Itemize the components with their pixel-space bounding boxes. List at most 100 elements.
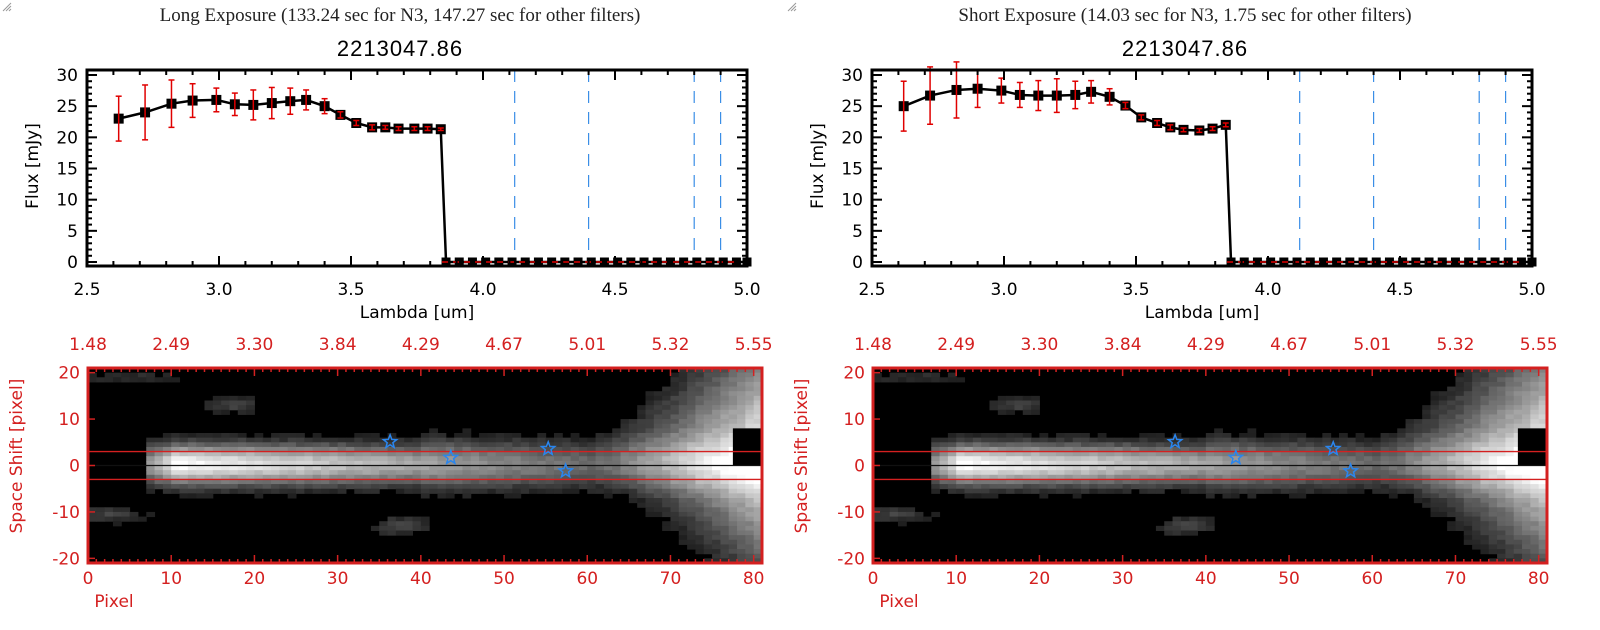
image-pixel xyxy=(1380,479,1390,485)
image-pixel xyxy=(395,451,405,457)
image-pixel xyxy=(989,437,999,443)
image-pixel xyxy=(687,437,696,443)
image-pixel xyxy=(420,525,430,531)
image-pixel xyxy=(487,488,497,494)
image-pixel xyxy=(537,456,547,462)
image-pixel xyxy=(1472,530,1481,536)
image-pixel xyxy=(906,511,916,518)
image-pixel xyxy=(1447,525,1456,531)
image-pixel xyxy=(1239,479,1248,485)
image-pixel xyxy=(196,442,205,448)
image-pixel xyxy=(1247,428,1257,434)
image-pixel xyxy=(753,419,763,425)
image-pixel xyxy=(653,479,663,485)
image-pixel xyxy=(1006,442,1015,448)
image-pixel xyxy=(462,484,472,490)
image-pixel xyxy=(931,446,941,453)
image-pixel xyxy=(146,456,156,462)
image-pixel xyxy=(1064,442,1074,448)
image-pixel xyxy=(337,474,347,480)
image-pixel xyxy=(1497,507,1506,513)
image-pixel xyxy=(279,470,289,476)
image-pixel xyxy=(1214,465,1223,471)
image-pixel xyxy=(287,474,297,480)
image-pixel xyxy=(337,451,347,457)
resize-handle-icon[interactable] xyxy=(785,0,797,12)
image-pixel xyxy=(1380,484,1390,490)
image-pixel xyxy=(737,558,746,564)
image-pixel xyxy=(1488,544,1498,550)
image-pixel xyxy=(922,372,932,378)
image-pixel xyxy=(1072,479,1082,485)
image-pixel xyxy=(1488,479,1498,485)
image-pixel xyxy=(1239,446,1248,453)
image-pixel xyxy=(678,493,688,499)
image-pixel xyxy=(1064,446,1074,453)
image-pixel xyxy=(695,395,705,401)
image-pixel xyxy=(237,433,247,439)
image-pixel xyxy=(362,437,372,443)
image-pixel xyxy=(1081,446,1090,453)
image-pixel xyxy=(720,511,730,518)
image-pixel xyxy=(1172,451,1182,457)
image-pixel xyxy=(254,433,264,439)
image-pixel xyxy=(1522,549,1531,555)
image-pixel xyxy=(487,451,497,457)
image-pixel xyxy=(221,484,230,490)
image-pixel xyxy=(1522,553,1531,559)
image-pixel xyxy=(703,479,713,485)
image-pixel xyxy=(171,479,181,485)
image-pixel xyxy=(1447,419,1456,425)
image-pixel xyxy=(1338,479,1348,485)
image-pixel xyxy=(262,451,272,457)
image-pixel xyxy=(537,437,547,443)
x-tick-label: 4.5 xyxy=(601,280,628,300)
image-pixel xyxy=(1172,442,1182,448)
image-pixel xyxy=(529,474,538,480)
image-pixel xyxy=(703,368,713,374)
image-pixel xyxy=(412,474,422,480)
image-pixel xyxy=(728,511,738,518)
image-pixel xyxy=(1530,507,1540,513)
image-pixel xyxy=(462,451,472,457)
image-pixel xyxy=(1380,446,1390,453)
image-pixel xyxy=(662,395,671,401)
image-pixel xyxy=(162,446,172,453)
image-pixel xyxy=(1272,474,1282,480)
image-pixel xyxy=(1430,493,1440,499)
top-tick-label: 4.29 xyxy=(1187,335,1225,355)
image-pixel xyxy=(1031,484,1040,490)
image-pixel xyxy=(204,465,214,471)
image-pixel xyxy=(1247,465,1257,471)
image-pixel xyxy=(981,456,990,462)
image-pixel xyxy=(162,442,172,448)
image-pixel xyxy=(1322,460,1332,466)
image-pixel xyxy=(1239,460,1248,466)
image-pixel xyxy=(1014,395,1024,401)
image-pixel xyxy=(320,456,330,462)
image-pixel xyxy=(1480,516,1490,522)
image-pixel xyxy=(1530,372,1540,378)
image-pixel xyxy=(304,460,314,466)
image-pixel xyxy=(1538,405,1548,411)
image-pixel xyxy=(1047,465,1057,471)
image-pixel xyxy=(1189,460,1199,466)
image-pixel xyxy=(470,437,480,443)
image-pixel xyxy=(1180,516,1190,522)
image-pixel xyxy=(370,479,380,485)
resize-handle-icon[interactable] xyxy=(0,0,12,12)
image-pixel xyxy=(720,493,730,499)
image-pixel xyxy=(1155,433,1165,439)
image-pixel xyxy=(196,488,205,494)
image-pixel xyxy=(271,465,280,471)
image-pixel xyxy=(1455,479,1465,485)
image-pixel xyxy=(454,433,463,439)
image-pixel xyxy=(1488,549,1498,555)
image-pixel xyxy=(964,484,974,490)
image-pixel xyxy=(1463,409,1473,415)
image-pixel xyxy=(154,437,164,443)
image-pixel xyxy=(1538,386,1548,392)
image-pixel xyxy=(1264,460,1273,466)
image-pixel xyxy=(1472,446,1481,453)
x-tick-label: 20 xyxy=(1029,569,1051,589)
